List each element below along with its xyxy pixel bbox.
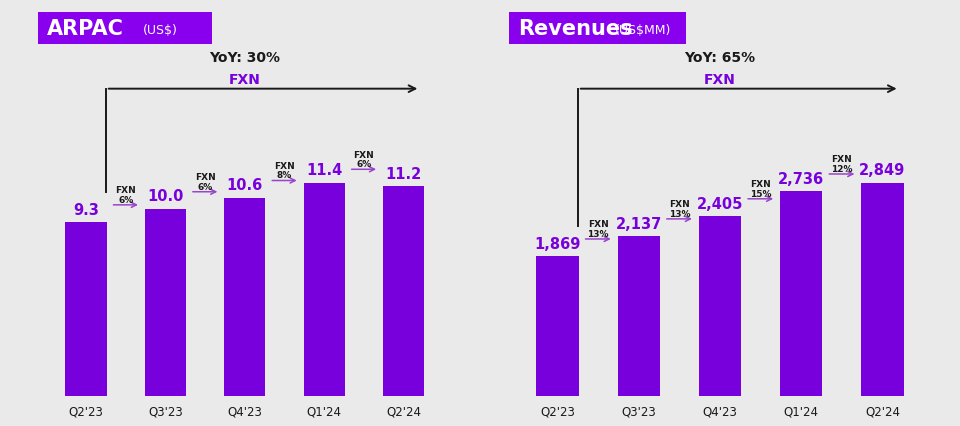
Text: 8%: 8%	[276, 171, 292, 180]
Text: YoY: 65%: YoY: 65%	[684, 51, 756, 65]
Text: FXN: FXN	[704, 72, 736, 86]
Text: 2,405: 2,405	[697, 196, 743, 211]
Text: 15%: 15%	[750, 189, 772, 198]
Text: 10.6: 10.6	[227, 178, 263, 193]
Text: FXN: FXN	[669, 200, 689, 209]
Text: FXN: FXN	[831, 155, 852, 164]
Text: 11.2: 11.2	[386, 167, 421, 181]
Text: 12%: 12%	[831, 164, 852, 173]
Bar	[617, 236, 660, 396]
Text: FXN: FXN	[228, 72, 261, 86]
Text: 10.0: 10.0	[147, 189, 183, 204]
Text: 13%: 13%	[668, 209, 690, 218]
Bar	[65, 222, 107, 396]
Bar	[145, 209, 186, 396]
Text: FXN: FXN	[588, 220, 609, 229]
Bar	[861, 183, 903, 396]
Bar	[537, 256, 579, 396]
Bar	[699, 216, 741, 396]
Text: 2,736: 2,736	[779, 171, 825, 186]
Text: FXN: FXN	[275, 161, 295, 170]
Text: 2,137: 2,137	[615, 216, 661, 231]
Text: FXN: FXN	[353, 150, 374, 159]
Bar	[303, 183, 345, 396]
Text: FXN: FXN	[115, 186, 136, 195]
Text: 1,869: 1,869	[535, 236, 581, 251]
Text: FXN: FXN	[751, 180, 771, 189]
Text: YoY: 30%: YoY: 30%	[209, 51, 280, 65]
Bar	[383, 187, 424, 396]
Text: ARPAC: ARPAC	[47, 19, 124, 39]
Text: Revenues: Revenues	[517, 19, 633, 39]
Bar	[225, 198, 265, 396]
Text: (US$): (US$)	[142, 24, 178, 37]
Text: 9.3: 9.3	[73, 202, 99, 217]
Text: (US$MM): (US$MM)	[615, 24, 672, 37]
Text: 6%: 6%	[198, 182, 213, 191]
Text: 11.4: 11.4	[306, 163, 343, 178]
Text: 6%: 6%	[356, 160, 372, 169]
Text: FXN: FXN	[195, 173, 215, 181]
Text: 13%: 13%	[588, 229, 609, 238]
Text: 2,849: 2,849	[859, 163, 905, 178]
Bar	[780, 192, 823, 396]
Text: 6%: 6%	[118, 196, 133, 204]
